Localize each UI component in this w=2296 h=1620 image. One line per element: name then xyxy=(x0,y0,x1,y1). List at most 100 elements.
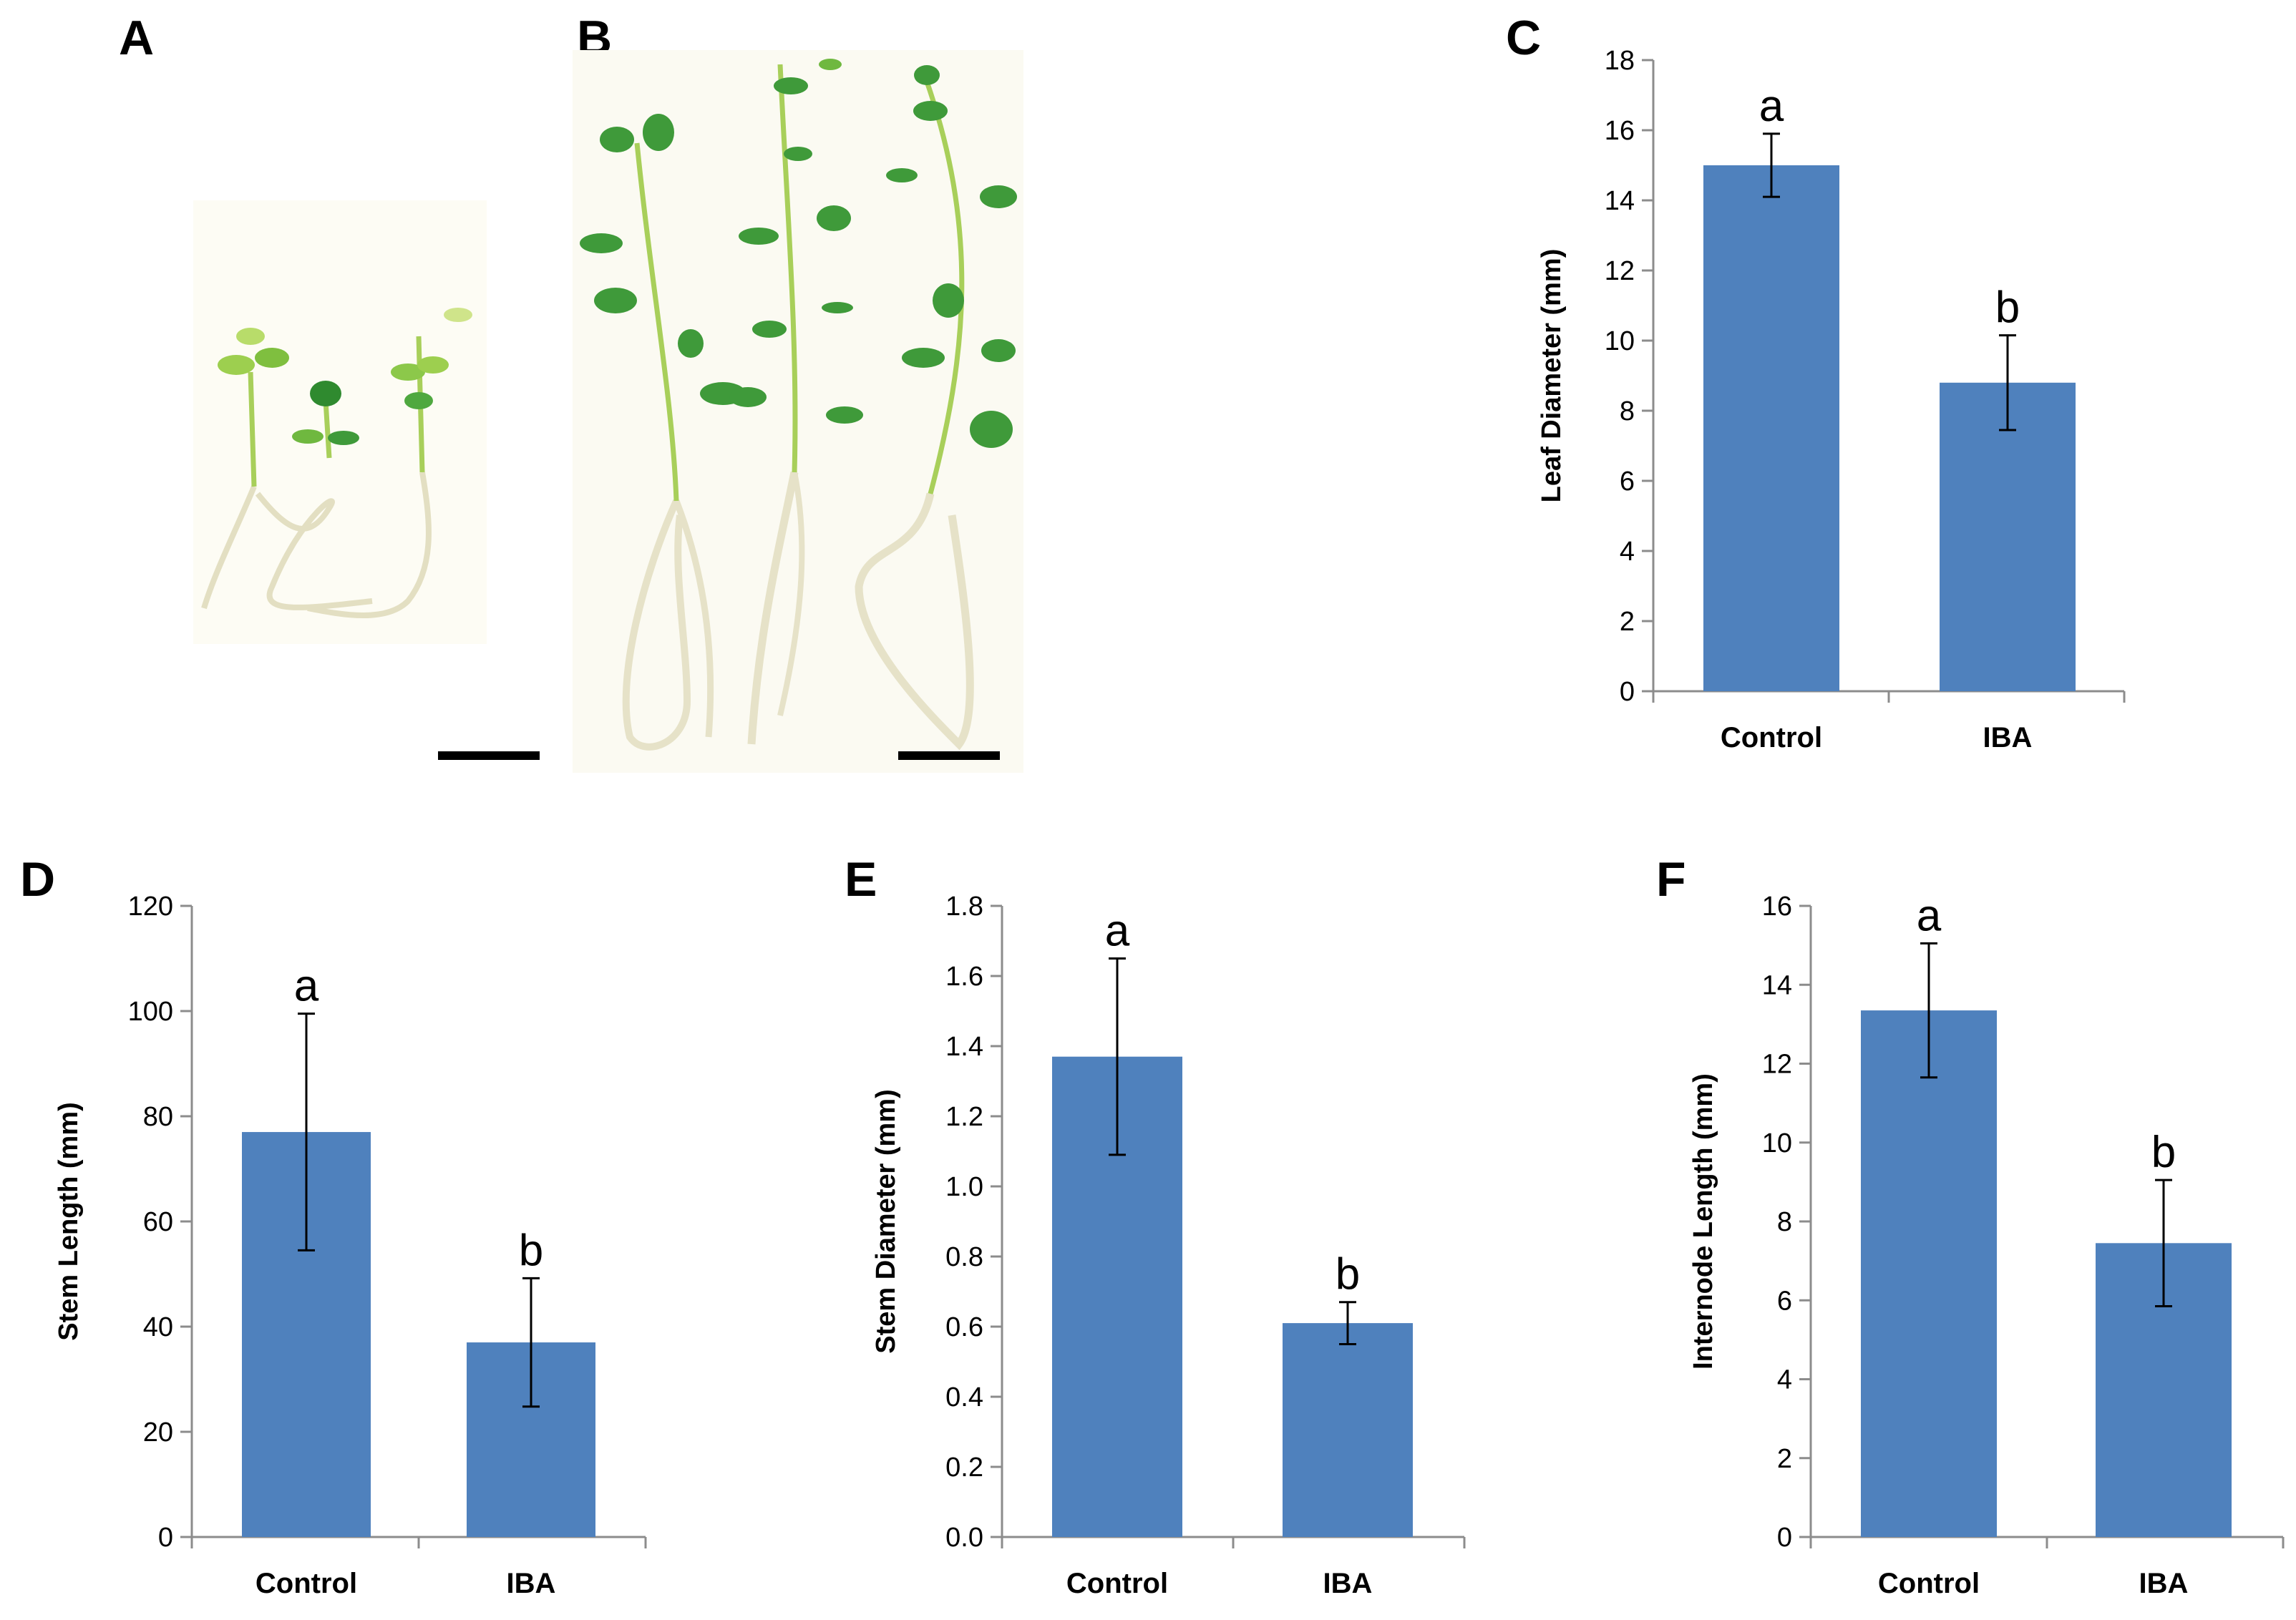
significance-label: a xyxy=(294,962,319,1011)
leaf xyxy=(218,355,255,375)
leaf xyxy=(236,328,265,345)
y-tick-label: 40 xyxy=(143,1312,173,1342)
leaf xyxy=(404,392,433,409)
panel-e-chart: E 0.0 0.2 0.4 0.6 0.8 1.0 1.2 1.4 1.6 1.8 Stem Diam… xyxy=(845,852,1466,1599)
y-tick-label: 1.0 xyxy=(945,1172,983,1202)
leaf xyxy=(784,147,812,161)
y-tick-label: 60 xyxy=(143,1207,173,1237)
leaf xyxy=(826,406,863,424)
significance-label: a xyxy=(1105,907,1130,956)
category-label: IBA xyxy=(1983,722,2033,753)
leaf xyxy=(444,308,472,322)
root xyxy=(777,472,805,716)
root xyxy=(747,471,799,745)
y-tick-label: 8 xyxy=(1777,1207,1792,1237)
panel-letter: F xyxy=(1656,852,1686,907)
panel-b: B xyxy=(573,11,1023,773)
y-tick-label: 80 xyxy=(143,1102,173,1132)
y-tick-label: 0 xyxy=(1620,677,1635,707)
category-label: Control xyxy=(1066,1568,1168,1599)
category-label: Control xyxy=(1721,722,1822,753)
category-label: IBA xyxy=(1323,1568,1373,1599)
stem xyxy=(777,64,798,473)
significance-label: b xyxy=(1336,1250,1360,1299)
significance-label: a xyxy=(1917,891,1942,940)
y-tick-label: 100 xyxy=(128,997,173,1027)
leaf xyxy=(817,205,851,231)
significance-label: a xyxy=(1759,82,1784,131)
y-axis-title: Leaf Diameter (mm) xyxy=(1537,249,1567,503)
leaf xyxy=(914,65,940,85)
scale-bar-a xyxy=(438,751,540,760)
leaf xyxy=(933,283,964,318)
y-tick-label: 120 xyxy=(128,892,173,922)
y-tick-label: 0.0 xyxy=(945,1523,983,1553)
leaf xyxy=(886,168,918,182)
y-tick-label: 10 xyxy=(1762,1128,1792,1158)
y-tick-label: 14 xyxy=(1605,186,1635,216)
scale-bar-b xyxy=(898,751,1000,760)
y-tick-label: 20 xyxy=(143,1418,173,1448)
leaf xyxy=(970,411,1013,448)
category-label: IBA xyxy=(507,1568,556,1599)
panel-letter: C xyxy=(1506,11,1541,65)
category-label: Control xyxy=(1878,1568,1980,1599)
photo-background-a xyxy=(193,200,487,644)
significance-label: b xyxy=(1995,283,2020,333)
leaf xyxy=(902,348,945,368)
leaf xyxy=(391,363,425,381)
leaf xyxy=(328,431,359,445)
y-tick-label: 12 xyxy=(1605,256,1635,286)
panel-letter: D xyxy=(20,852,55,907)
bar-control xyxy=(1861,1010,1997,1537)
y-tick-label: 6 xyxy=(1620,467,1635,497)
panel-d-chart: D 0 20 40 60 80 100 120 Stem Length (mm) a Control… xyxy=(20,852,647,1599)
y-tick-label: 1.6 xyxy=(945,962,983,992)
y-tick-label: 1.8 xyxy=(945,892,983,922)
leaf xyxy=(292,429,324,444)
leaf xyxy=(981,339,1016,362)
bar-iba xyxy=(1940,382,2076,691)
panel-letter-a: A xyxy=(119,11,154,65)
leaf xyxy=(774,77,808,94)
leaf xyxy=(600,127,634,152)
y-tick-label: 16 xyxy=(1605,116,1635,146)
y-tick-label: 4 xyxy=(1620,537,1635,567)
root xyxy=(201,485,257,610)
stem xyxy=(634,142,679,502)
root xyxy=(255,492,373,610)
bar-control xyxy=(1703,165,1839,691)
leaf xyxy=(594,288,637,313)
y-tick-label: 14 xyxy=(1762,970,1792,1000)
y-tick-label: 2 xyxy=(1777,1444,1792,1474)
root xyxy=(307,472,432,618)
y-tick-label: 0.8 xyxy=(945,1242,983,1272)
seedlings-photo-a xyxy=(193,200,487,644)
bar-iba xyxy=(1283,1323,1413,1537)
leaf xyxy=(310,381,341,406)
panel-letter: E xyxy=(845,852,877,907)
stem xyxy=(920,70,965,494)
leaf xyxy=(255,348,289,368)
panel-c-chart: C 0 2 4 6 8 10 12 14 16 18 Leaf Diameter (mm) a Contr… xyxy=(1506,11,2126,753)
y-axis-title: Stem Length (mm) xyxy=(54,1102,84,1341)
y-tick-label: 16 xyxy=(1762,892,1792,922)
category-label: Control xyxy=(256,1568,357,1599)
leaf xyxy=(980,185,1017,208)
root xyxy=(673,499,714,738)
y-tick-label: 6 xyxy=(1777,1286,1792,1316)
y-tick-label: 1.2 xyxy=(945,1102,983,1132)
significance-label: b xyxy=(2151,1128,2176,1177)
leaf xyxy=(580,233,623,253)
y-axis-title: Internode Length (mm) xyxy=(1688,1073,1718,1370)
y-tick-label: 0 xyxy=(158,1523,173,1553)
y-axis-title: Stem Diameter (mm) xyxy=(871,1089,901,1354)
y-tick-label: 18 xyxy=(1605,46,1635,76)
leaf xyxy=(678,329,704,358)
seedlings-photo-b xyxy=(573,50,1023,773)
leaf xyxy=(752,321,787,338)
y-tick-label: 10 xyxy=(1605,326,1635,356)
root xyxy=(622,499,691,751)
leaf xyxy=(417,356,449,374)
